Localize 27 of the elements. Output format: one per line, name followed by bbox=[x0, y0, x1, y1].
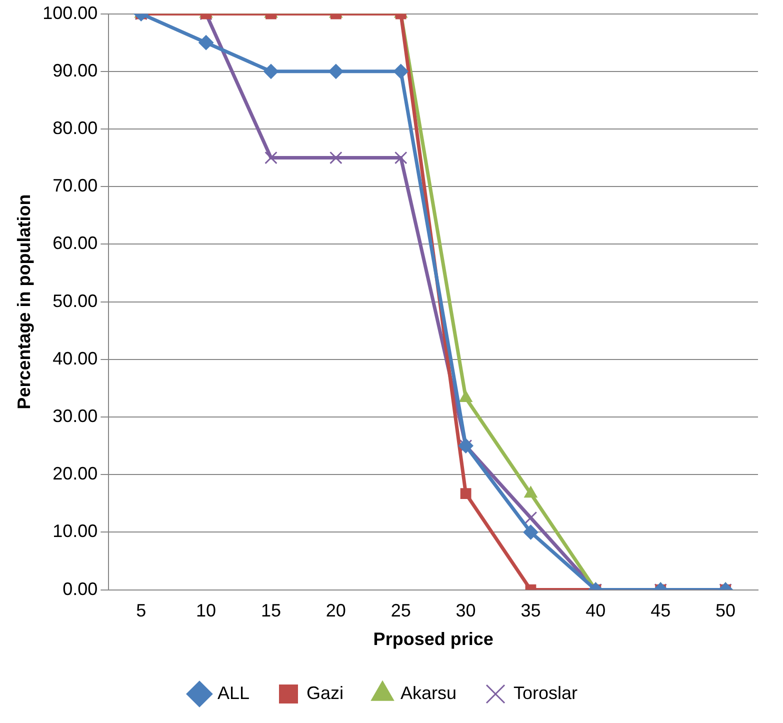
y-tick-label: 60.00 bbox=[52, 233, 98, 254]
legend-label: ALL bbox=[217, 682, 250, 703]
y-axis-title: Percentage in population bbox=[14, 194, 34, 410]
y-tick-label: 80.00 bbox=[52, 118, 98, 138]
y-tick-label: 100.00 bbox=[42, 2, 98, 23]
y-tick-label: 20.00 bbox=[52, 464, 98, 484]
x-tick-label: 30 bbox=[456, 600, 476, 621]
y-tick-label: 90.00 bbox=[52, 60, 98, 80]
legend-label: Toroslar bbox=[514, 682, 578, 703]
y-tick-label: 70.00 bbox=[52, 176, 98, 196]
x-tick-label: 35 bbox=[520, 600, 541, 621]
y-tick-label: 40.00 bbox=[52, 348, 98, 368]
y-tick-label: 50.00 bbox=[52, 290, 98, 311]
x-tick-label: 10 bbox=[196, 600, 216, 621]
x-tick-label: 20 bbox=[326, 600, 346, 621]
y-tick-label: 10.00 bbox=[52, 521, 98, 542]
x-tick-label: 5 bbox=[136, 600, 146, 621]
x-tick-label: 15 bbox=[260, 600, 282, 621]
x-tick-label: 50 bbox=[716, 600, 736, 621]
x-tick-label: 25 bbox=[390, 600, 411, 621]
x-tick-label: 45 bbox=[650, 600, 671, 621]
legend-label: Akarsu bbox=[400, 682, 457, 703]
y-tick-label: 0.00 bbox=[62, 578, 98, 599]
x-axis-title: Prposed price bbox=[373, 629, 494, 650]
y-tick-label: 30.00 bbox=[52, 406, 98, 426]
x-tick-label: 40 bbox=[586, 600, 606, 621]
legend-label: Gazi bbox=[306, 682, 344, 703]
